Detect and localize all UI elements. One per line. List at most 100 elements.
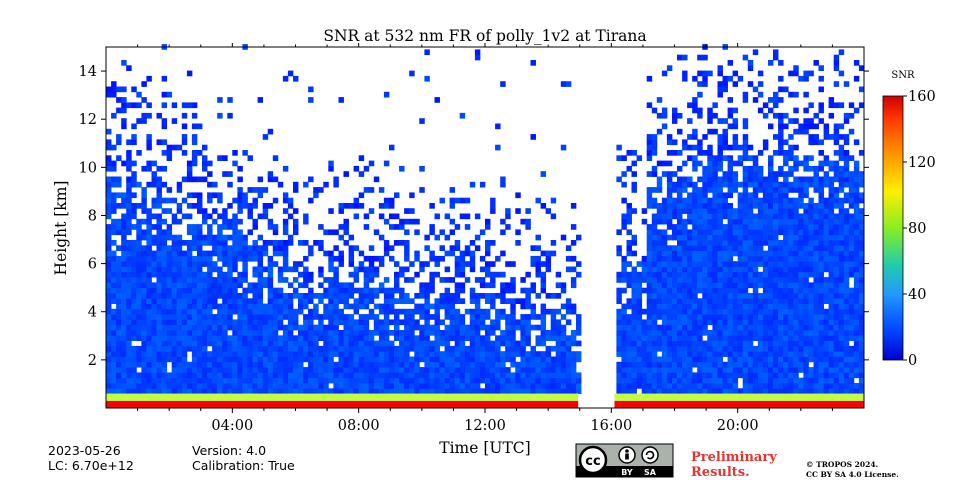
heatmap-cell bbox=[646, 171, 653, 177]
heatmap-cell bbox=[550, 308, 557, 315]
heatmap-cell bbox=[697, 319, 703, 326]
heatmap-cell bbox=[373, 314, 380, 320]
heatmap-cell bbox=[161, 282, 168, 289]
footer-calibration: Calibration: True bbox=[192, 458, 295, 473]
heatmap-cell bbox=[853, 255, 860, 262]
heatmap-cell bbox=[176, 187, 183, 193]
heatmap-cell bbox=[277, 298, 284, 304]
heatmap-cell bbox=[768, 298, 774, 304]
heatmap-cell bbox=[646, 372, 653, 379]
heatmap-cell bbox=[474, 388, 481, 394]
heatmap-cell bbox=[848, 377, 855, 384]
heatmap-cell bbox=[207, 356, 213, 363]
heatmap-cell bbox=[707, 372, 713, 379]
heatmap-cell bbox=[136, 234, 142, 241]
heatmap-cell bbox=[747, 388, 754, 394]
heatmap-cell bbox=[389, 372, 395, 379]
heatmap-cell bbox=[166, 224, 173, 230]
heatmap-cell bbox=[227, 356, 233, 363]
heatmap-cell bbox=[773, 271, 779, 278]
heatmap-cell bbox=[414, 229, 420, 236]
heatmap-cell bbox=[798, 314, 804, 320]
heatmap-cell bbox=[378, 261, 385, 267]
heatmap-cell bbox=[197, 271, 203, 278]
heatmap-cell bbox=[126, 319, 132, 326]
heatmap-cell bbox=[727, 229, 734, 236]
heatmap-cell bbox=[181, 351, 188, 357]
heatmap-cell bbox=[853, 234, 860, 241]
heatmap-cell bbox=[383, 277, 390, 283]
heatmap-cell bbox=[808, 388, 814, 394]
heatmap-cell bbox=[641, 330, 648, 336]
heatmap-cell bbox=[348, 351, 355, 357]
heatmap-cell bbox=[141, 197, 147, 204]
heatmap-cell bbox=[692, 271, 698, 278]
heatmap-cell bbox=[621, 171, 627, 177]
heatmap-cell bbox=[838, 150, 845, 156]
heatmap-cell bbox=[171, 340, 178, 347]
heatmap-cell bbox=[136, 250, 142, 257]
heatmap-cell bbox=[717, 345, 723, 352]
heatmap-cell bbox=[363, 255, 370, 262]
heatmap-cell bbox=[833, 245, 840, 251]
heatmap-cell bbox=[368, 372, 375, 379]
heatmap-cell bbox=[308, 287, 314, 294]
heatmap-cell bbox=[232, 293, 238, 299]
heatmap-cell bbox=[773, 372, 779, 379]
heatmap-cell bbox=[616, 324, 622, 331]
heatmap-cell bbox=[469, 266, 476, 273]
heatmap-cell bbox=[682, 54, 688, 61]
heatmap-cell bbox=[621, 197, 627, 204]
heatmap-cell bbox=[778, 388, 784, 394]
heatmap-cell bbox=[813, 176, 819, 183]
heatmap-cell bbox=[419, 324, 425, 331]
heatmap-cell bbox=[318, 240, 324, 246]
heatmap-cell bbox=[677, 150, 683, 156]
heatmap-cell bbox=[227, 308, 233, 315]
heatmap-cell bbox=[368, 261, 375, 267]
heatmap-cell bbox=[262, 266, 269, 273]
heatmap-cell bbox=[692, 335, 698, 341]
heatmap-cell bbox=[474, 277, 481, 283]
heatmap-cell bbox=[106, 181, 112, 188]
heatmap-cell bbox=[722, 81, 728, 87]
heatmap-cell bbox=[692, 377, 698, 384]
heatmap-cell bbox=[677, 330, 683, 336]
heatmap-cell bbox=[212, 282, 218, 289]
x-tick-label: 04:00 bbox=[211, 418, 253, 434]
heatmap-cell bbox=[752, 319, 759, 326]
heatmap-cell bbox=[793, 144, 799, 151]
surface-layer bbox=[106, 393, 579, 401]
heatmap-cell bbox=[328, 330, 334, 336]
heatmap-cell bbox=[727, 298, 734, 304]
heatmap-cell bbox=[207, 277, 213, 283]
heatmap-cell bbox=[156, 303, 162, 310]
heatmap-cell bbox=[191, 240, 198, 246]
heatmap-cell bbox=[838, 240, 845, 246]
heatmap-cell bbox=[752, 324, 759, 331]
heatmap-cell bbox=[106, 266, 112, 273]
heatmap-cell bbox=[838, 287, 845, 294]
heatmap-cell bbox=[232, 308, 238, 315]
heatmap-cell bbox=[474, 319, 481, 326]
heatmap-cell bbox=[661, 112, 668, 119]
heatmap-cell bbox=[778, 208, 784, 214]
heatmap-cell bbox=[500, 250, 506, 257]
heatmap-cell bbox=[186, 383, 193, 389]
heatmap-cell bbox=[197, 298, 203, 304]
heatmap-cell bbox=[419, 187, 425, 193]
heatmap-cell bbox=[752, 197, 759, 204]
heatmap-cell bbox=[778, 60, 784, 66]
heatmap-cell bbox=[773, 112, 779, 119]
heatmap-cell bbox=[217, 340, 223, 347]
heatmap-cell bbox=[762, 218, 769, 225]
heatmap-cell bbox=[712, 377, 718, 384]
heatmap-cell bbox=[757, 314, 764, 320]
heatmap-cell bbox=[778, 192, 784, 199]
heatmap-cell bbox=[798, 277, 804, 283]
heatmap-cell bbox=[848, 229, 855, 236]
heatmap-cell bbox=[237, 335, 243, 341]
heatmap-cell bbox=[692, 107, 698, 114]
heatmap-cell bbox=[808, 165, 814, 172]
heatmap-cell bbox=[197, 229, 203, 236]
